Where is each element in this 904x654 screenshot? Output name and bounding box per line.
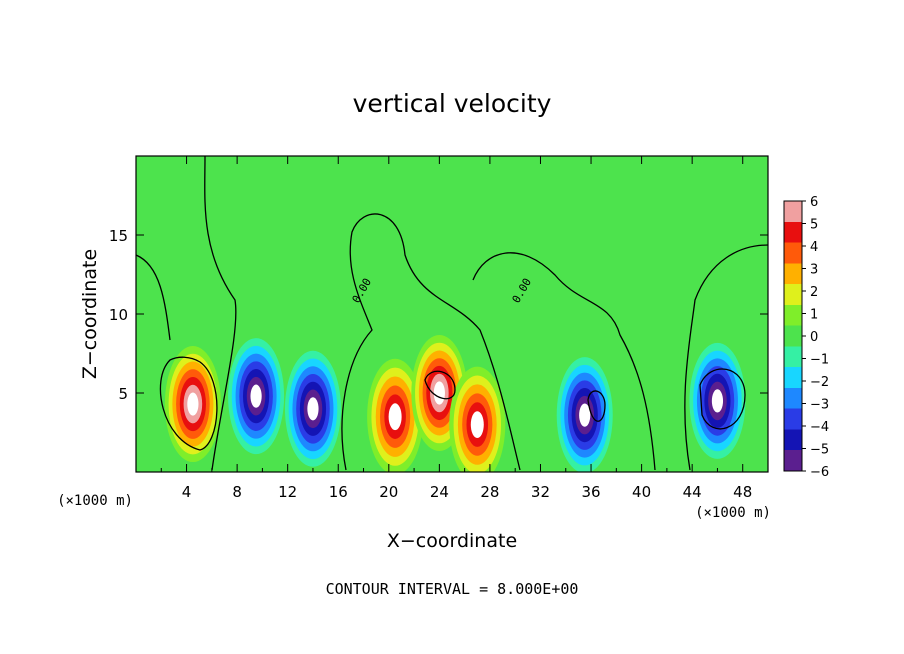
contour-line	[699, 368, 746, 430]
x-tick-label: 20	[379, 483, 398, 501]
field-level	[250, 384, 262, 408]
colorbar-tick-label: 4	[810, 240, 818, 255]
colorbar-tick-label: 1	[810, 308, 818, 323]
field-level	[579, 403, 591, 427]
downdraft-cell	[689, 342, 746, 459]
field-level	[711, 389, 724, 413]
y-tick-label: 10	[109, 306, 128, 324]
updraft-cell	[164, 346, 221, 463]
colorbar-tick-label: −5	[810, 443, 829, 458]
contour-line	[424, 370, 456, 400]
contour-line	[472, 252, 656, 471]
x-tick-label: 24	[430, 483, 449, 501]
x-tick-label: 8	[232, 483, 242, 501]
x-axis-label: X−coordinate	[387, 530, 517, 552]
x-tick-label: 16	[329, 483, 348, 501]
x-unit-label-left: (×1000 m)	[57, 493, 133, 509]
colorbar-tick-label: 5	[810, 218, 818, 233]
contour-lines	[136, 156, 768, 471]
field-level	[470, 411, 484, 438]
x-unit-label-right: (×1000 m)	[695, 505, 771, 521]
colorbar-tick-label: −4	[810, 420, 829, 435]
contour-line	[159, 356, 218, 451]
contour-line	[587, 390, 606, 422]
plot-area	[136, 156, 768, 472]
x-tick-label: 12	[278, 483, 297, 501]
colorbar-tick-label: −6	[810, 465, 829, 480]
x-tick-label: 44	[683, 483, 702, 501]
field-level	[388, 403, 402, 431]
x-tick-label: 36	[581, 483, 600, 501]
y-tick-label: 5	[118, 385, 128, 403]
contour-line	[684, 244, 768, 471]
updraft-cell	[367, 358, 424, 472]
colorbar-tick-label: 2	[810, 285, 818, 300]
contour-line	[204, 156, 237, 471]
x-tick-label: 4	[182, 483, 192, 501]
x-tick-label: 32	[531, 483, 550, 501]
contour-interval-footer: CONTOUR INTERVAL = 8.000E+00	[326, 580, 579, 598]
colorbar-ticks: 6 5 4 3 2 1 0 −1 −2 −3 −4 −5 −6	[802, 195, 829, 480]
downdraft-cell	[228, 338, 285, 455]
x-tick-label: 40	[632, 483, 651, 501]
colorbar-tick-label: 0	[810, 330, 818, 345]
x-tick-label: 48	[733, 483, 752, 501]
colorbar-scale	[783, 200, 803, 472]
field-level	[307, 397, 319, 421]
colorbar-tick-label: 3	[810, 263, 818, 278]
downdraft-cell	[556, 357, 613, 472]
y-axis: 5 10 15	[109, 227, 768, 403]
y-axis-label: Z−coordinate	[79, 249, 101, 379]
x-axis: 4 8 12 16 20 24 28 32 36 40 44 48	[160, 156, 752, 501]
colorbar-tick-label: −2	[810, 375, 829, 390]
colorbar-tick-label: 6	[810, 195, 818, 210]
contour-line	[136, 254, 171, 341]
downdraft-cell	[284, 350, 341, 467]
contour-line	[341, 213, 521, 471]
colorbar: 6 5 4 3 2 1 0 −1 −2 −3 −4 −5 −6	[783, 195, 829, 480]
field-level	[433, 381, 445, 405]
x-tick-label: 28	[480, 483, 499, 501]
y-tick-label: 15	[109, 227, 128, 245]
colorbar-tick-label: −1	[810, 353, 829, 368]
updraft-cell	[449, 366, 506, 472]
field-level	[187, 392, 199, 416]
colorbar-tick-label: −3	[810, 398, 829, 413]
chart-title: vertical velocity	[353, 89, 552, 118]
